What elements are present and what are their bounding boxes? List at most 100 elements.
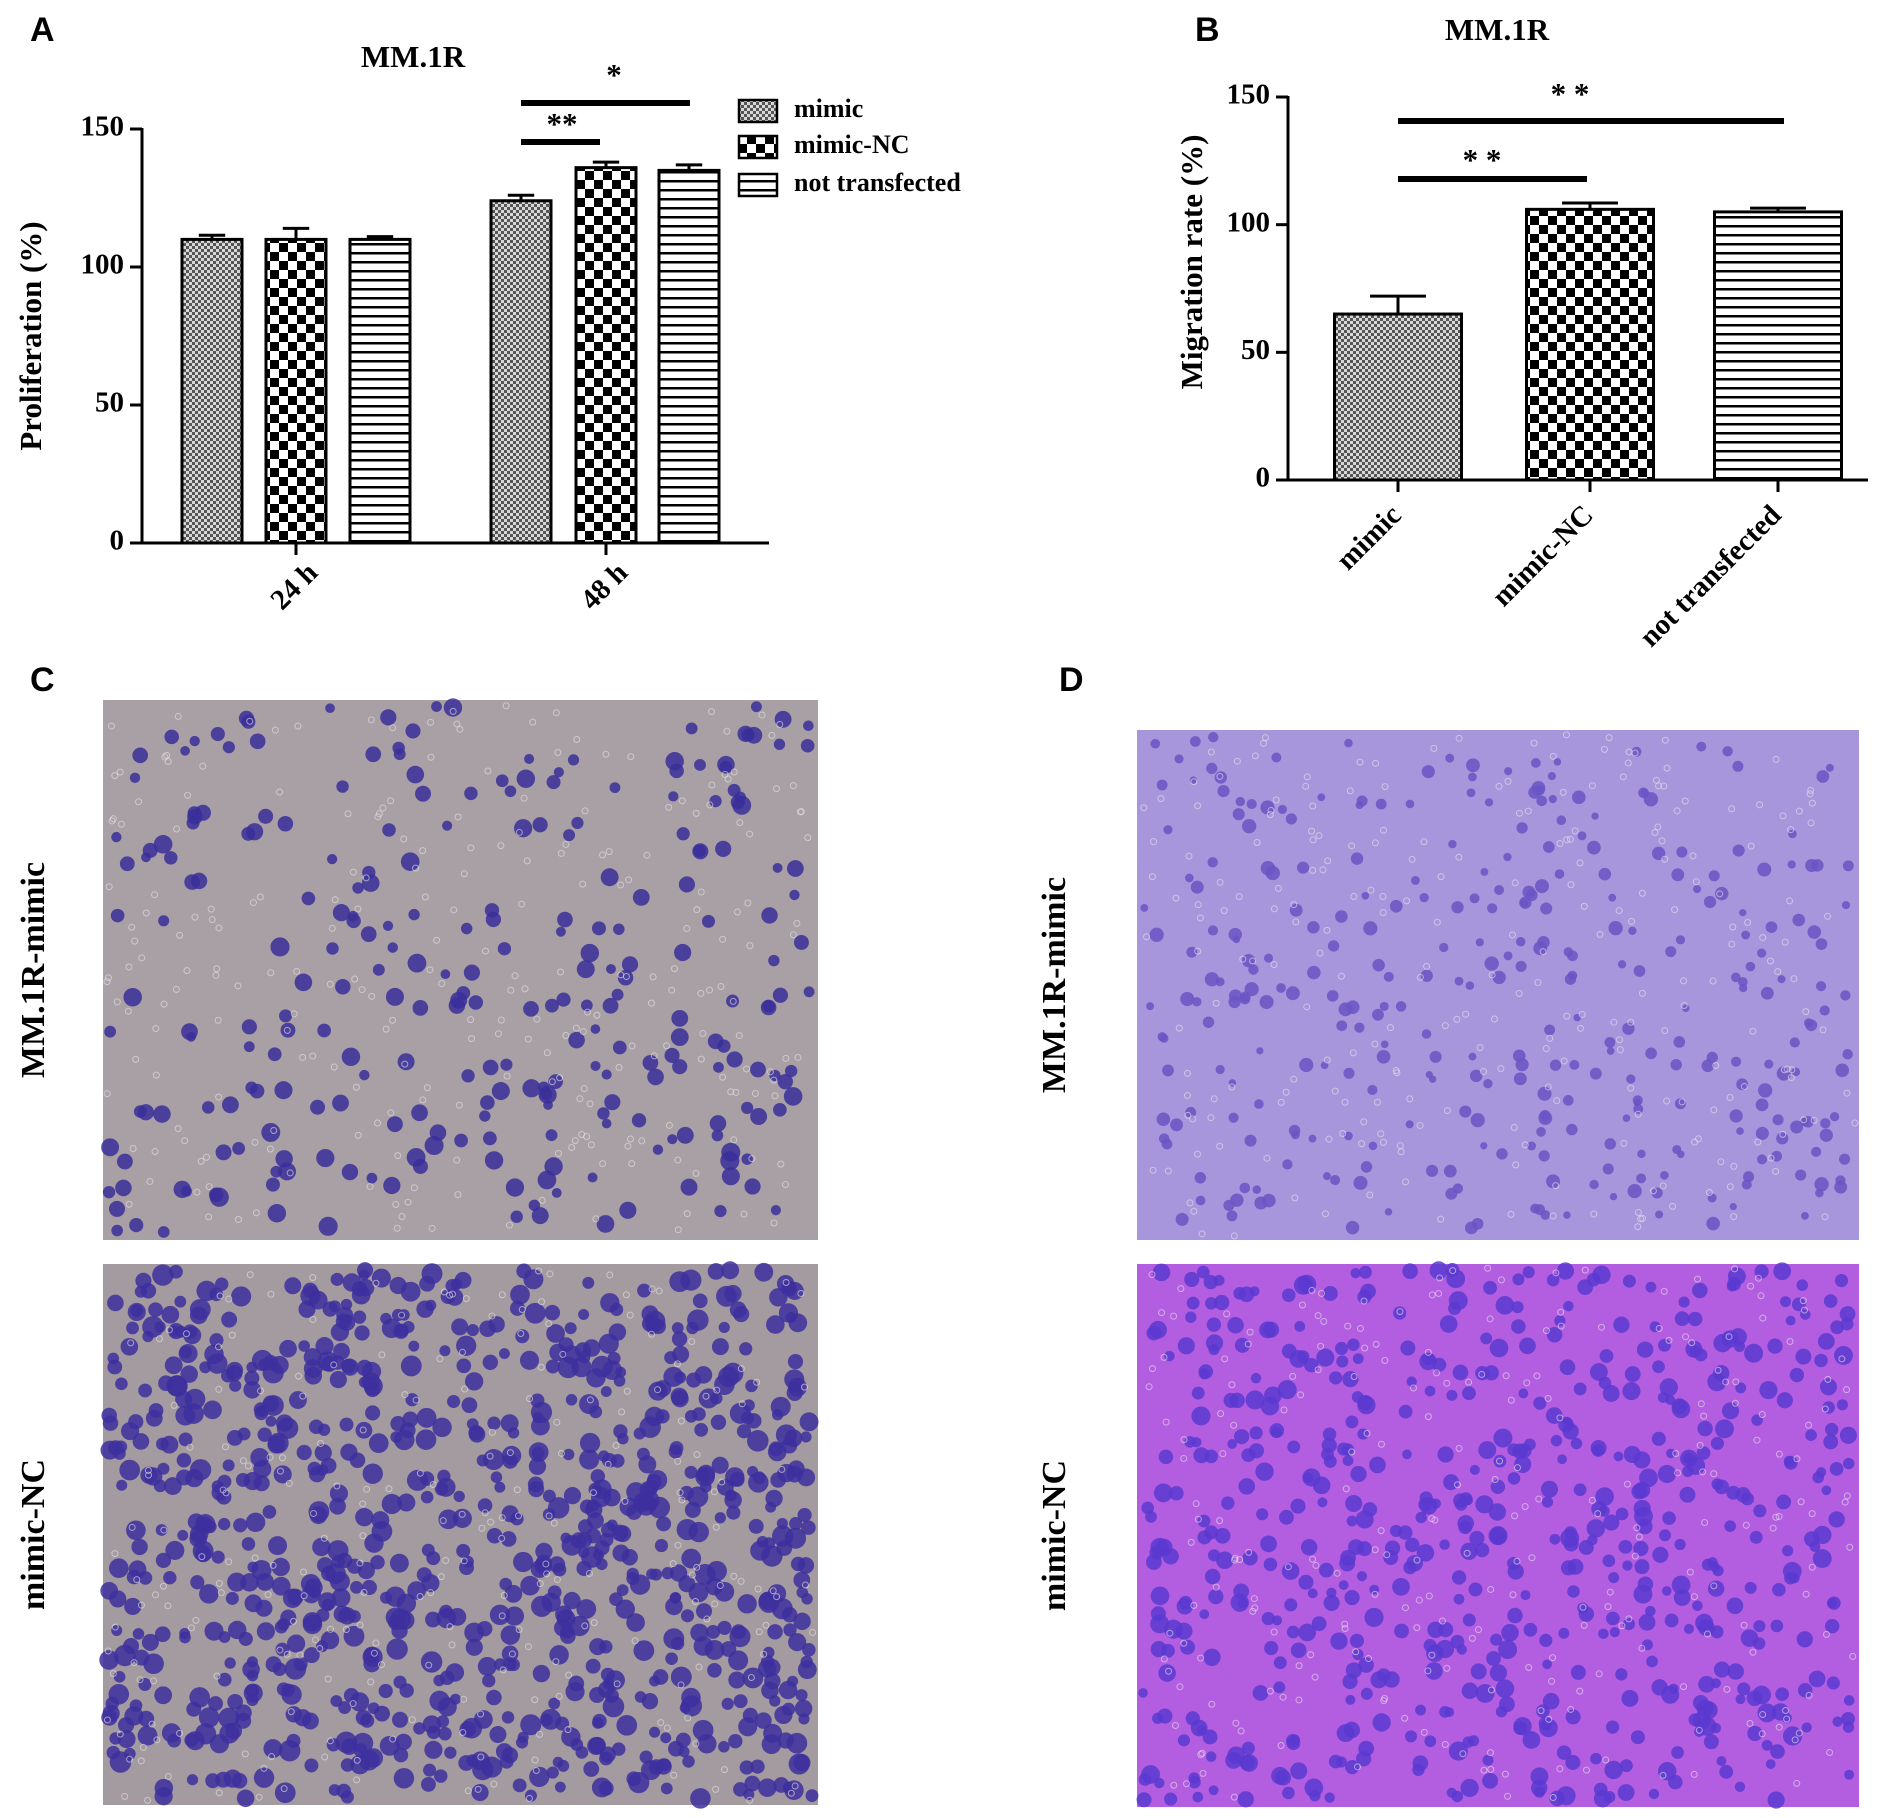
pore bbox=[1190, 778, 1198, 786]
cell bbox=[1445, 753, 1455, 763]
cell bbox=[576, 1599, 597, 1619]
pore bbox=[1367, 886, 1375, 894]
cell bbox=[1606, 1047, 1615, 1055]
pore bbox=[1430, 744, 1438, 752]
pore bbox=[1726, 1094, 1734, 1102]
cell bbox=[1712, 1364, 1730, 1382]
cell bbox=[597, 1107, 610, 1120]
cell bbox=[161, 1723, 182, 1743]
cell bbox=[1233, 1287, 1246, 1300]
pore bbox=[1212, 1583, 1220, 1591]
cell bbox=[132, 747, 149, 764]
cell bbox=[1819, 1005, 1830, 1016]
cell bbox=[547, 1585, 562, 1600]
cell bbox=[547, 1497, 570, 1519]
cell bbox=[1368, 1141, 1378, 1151]
cell bbox=[1548, 794, 1557, 804]
cell bbox=[1549, 1533, 1561, 1545]
pore bbox=[503, 1072, 511, 1080]
significance-label: ** bbox=[547, 106, 578, 141]
cell bbox=[1549, 1790, 1565, 1807]
cell bbox=[1694, 1348, 1708, 1362]
cell bbox=[1370, 1671, 1388, 1689]
pore bbox=[746, 830, 754, 838]
cell bbox=[1587, 840, 1601, 855]
pore bbox=[1495, 782, 1503, 790]
cell bbox=[1710, 1436, 1724, 1450]
cell bbox=[385, 1586, 406, 1607]
cell bbox=[714, 1581, 735, 1602]
cell bbox=[439, 1345, 451, 1357]
pore bbox=[762, 1621, 770, 1629]
cell bbox=[1706, 1216, 1720, 1231]
pore bbox=[215, 1093, 223, 1101]
cell bbox=[245, 1512, 266, 1533]
cell bbox=[317, 1423, 331, 1436]
cell bbox=[1290, 1130, 1300, 1140]
pore bbox=[557, 849, 565, 857]
pore bbox=[1710, 1106, 1718, 1114]
cell bbox=[425, 1611, 441, 1628]
cell bbox=[1428, 1075, 1437, 1083]
cell bbox=[250, 1448, 270, 1467]
y-axis-label: Migration rate (%) bbox=[1174, 135, 1209, 390]
pore bbox=[697, 1055, 705, 1063]
cell bbox=[671, 1331, 688, 1347]
pore bbox=[1424, 1413, 1432, 1421]
cell bbox=[1550, 1434, 1563, 1447]
pore bbox=[326, 1625, 334, 1633]
cell bbox=[579, 1449, 600, 1470]
pore bbox=[448, 1641, 456, 1649]
pore bbox=[1231, 1556, 1239, 1564]
cell bbox=[798, 1713, 810, 1725]
cell bbox=[1439, 942, 1449, 953]
cell bbox=[1707, 1557, 1718, 1568]
pore bbox=[163, 751, 171, 759]
pore bbox=[684, 1714, 692, 1722]
cell bbox=[1191, 1406, 1211, 1426]
cell bbox=[482, 1674, 496, 1688]
pore bbox=[389, 1735, 397, 1743]
cell bbox=[1223, 1199, 1235, 1211]
cell bbox=[1150, 1606, 1166, 1622]
cell bbox=[415, 1429, 437, 1450]
pore bbox=[804, 834, 812, 842]
cell bbox=[803, 720, 814, 732]
pore bbox=[366, 1183, 374, 1191]
pore bbox=[1605, 734, 1613, 742]
legend-swatch bbox=[737, 98, 779, 124]
cell bbox=[336, 1306, 354, 1324]
pore bbox=[488, 1312, 496, 1320]
pore bbox=[153, 1736, 161, 1744]
cell bbox=[1622, 1274, 1636, 1288]
pore bbox=[367, 1678, 375, 1686]
cell bbox=[1765, 921, 1778, 934]
cell bbox=[1586, 1519, 1606, 1538]
pore bbox=[342, 1625, 350, 1633]
cell bbox=[1312, 1476, 1331, 1495]
cell bbox=[1819, 1378, 1838, 1396]
pore bbox=[1210, 1095, 1218, 1103]
cell bbox=[1180, 1639, 1196, 1655]
cell bbox=[1557, 1454, 1567, 1465]
pore bbox=[1170, 1312, 1178, 1320]
cell bbox=[153, 1479, 167, 1493]
pore bbox=[1377, 1440, 1385, 1448]
cell bbox=[538, 1081, 550, 1093]
pore bbox=[1634, 1223, 1642, 1231]
cell bbox=[716, 1285, 737, 1307]
pore bbox=[1443, 1107, 1451, 1115]
cell bbox=[690, 1623, 709, 1642]
cell bbox=[1271, 752, 1282, 763]
pore bbox=[1525, 1664, 1533, 1672]
pore bbox=[515, 828, 523, 836]
cell bbox=[1199, 1609, 1210, 1620]
pore bbox=[1267, 806, 1275, 814]
cell bbox=[783, 1623, 797, 1637]
cell bbox=[281, 1683, 295, 1697]
pore bbox=[1581, 1266, 1589, 1274]
pore bbox=[1396, 1308, 1404, 1316]
cell bbox=[1311, 1616, 1327, 1632]
pore bbox=[674, 1457, 682, 1465]
pore bbox=[1695, 1726, 1703, 1734]
